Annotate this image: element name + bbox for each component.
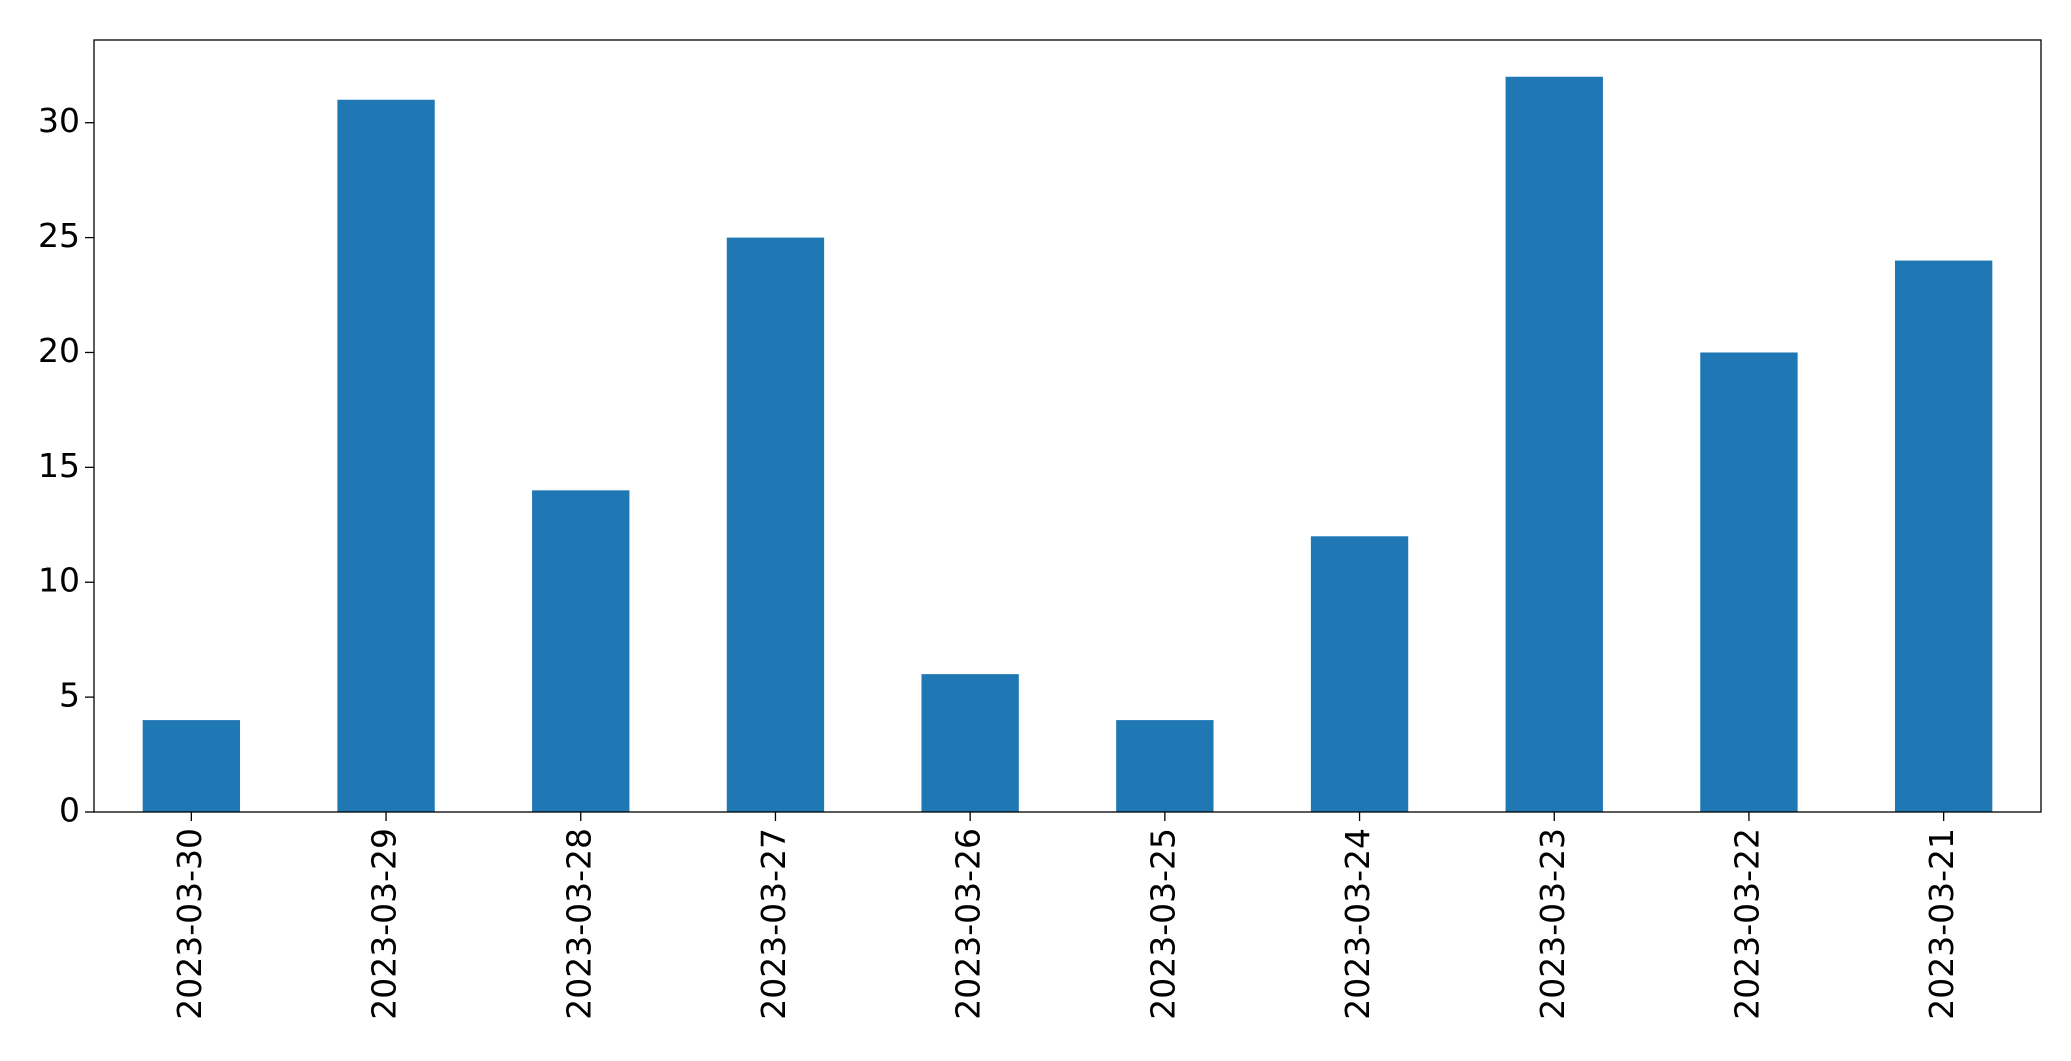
bar: [1700, 352, 1798, 812]
plot-frame: [93, 39, 2042, 813]
bar: [921, 674, 1019, 812]
bar: [1116, 720, 1214, 812]
bar: [532, 490, 630, 812]
x-tick-label: 2023-03-25: [1143, 828, 1182, 1020]
x-tick-label: 2023-03-23: [1533, 828, 1572, 1020]
bar: [1505, 76, 1603, 812]
x-tick-label: 2023-03-22: [1727, 828, 1766, 1020]
x-tick-label: 2023-03-28: [559, 828, 598, 1020]
x-tick-label: 2023-03-29: [365, 828, 404, 1020]
bar: [1310, 536, 1409, 812]
x-tick-label: 2023-03-26: [949, 828, 988, 1020]
y-tick-label: 0: [59, 791, 80, 830]
bar: [726, 237, 825, 813]
y-tick-label: 25: [38, 216, 80, 255]
y-tick-label: 15: [38, 446, 80, 485]
y-tick-label: 5: [59, 676, 80, 715]
x-tick-label: 2023-03-30: [170, 828, 209, 1020]
y-tick-label: 20: [38, 331, 80, 370]
x-tick-label: 2023-03-27: [754, 828, 793, 1020]
bar: [1894, 260, 1993, 813]
bar: [142, 720, 241, 812]
x-tick-label: 2023-03-24: [1338, 828, 1377, 1020]
x-tick-label: 2023-03-21: [1922, 828, 1961, 1020]
y-tick-label: 30: [38, 101, 80, 140]
y-tick-label: 10: [38, 561, 80, 600]
bar: [337, 99, 435, 812]
